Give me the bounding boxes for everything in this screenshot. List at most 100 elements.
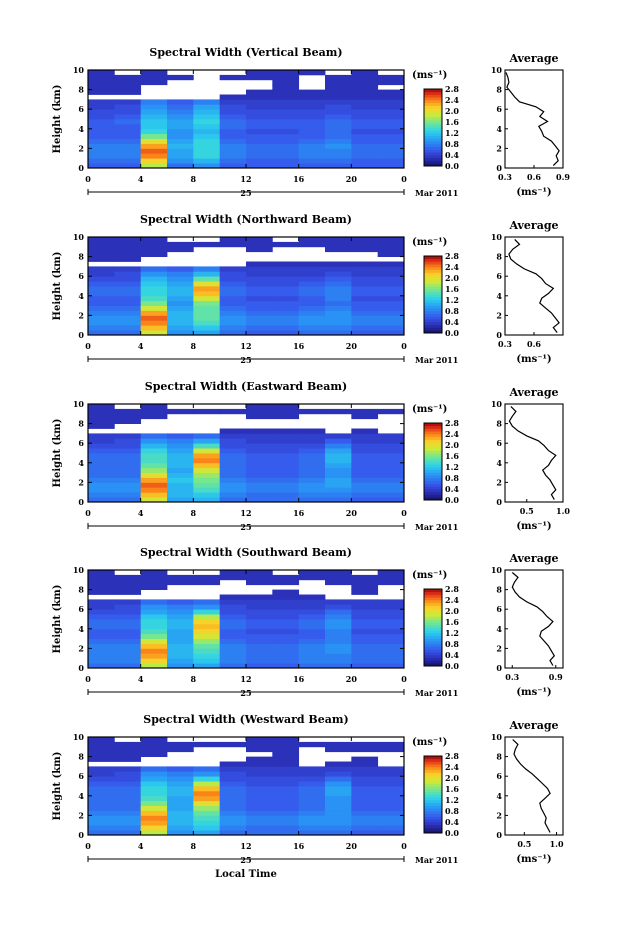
- heatmap-cell: [325, 74, 352, 81]
- heatmap-cell: [298, 741, 326, 748]
- panel-1: Spectral Width (Northward Beam) 0 2 4 6 8 10 He…: [52, 213, 564, 365]
- heatmap-cell: [351, 266, 379, 272]
- heatmap-cell: [325, 438, 352, 444]
- heatmap-cell: [167, 290, 194, 297]
- heatmap-cell: [325, 84, 352, 90]
- heatmap-cell: [167, 633, 194, 639]
- heatmap-cell: [351, 497, 379, 503]
- heatmap-cell: [272, 741, 300, 748]
- colorbar-segment: [424, 619, 442, 623]
- heatmap-cell: [351, 143, 379, 149]
- heatmap-cell: [377, 295, 405, 302]
- x-tick-label: 12: [240, 841, 251, 851]
- heatmap-cell: [272, 795, 300, 802]
- heatmap-cell: [351, 663, 379, 669]
- colorbar-tick-label: 0.8: [445, 639, 459, 649]
- heatmap-cell: [272, 290, 300, 297]
- heatmap-cell: [377, 271, 405, 277]
- heatmap-cell: [351, 614, 379, 620]
- heatmap-cell: [193, 286, 221, 292]
- heatmap-cell: [351, 271, 379, 277]
- heatmap-cell: [298, 633, 326, 639]
- heatmap-cell: [246, 623, 273, 630]
- heatmap-cell: [219, 653, 247, 659]
- heatmap-cell: [351, 119, 379, 125]
- colorbar-segment: [424, 660, 442, 664]
- average-x-tick-label: 1.0: [550, 839, 564, 849]
- colorbar-segment: [424, 89, 442, 93]
- heatmap-cell: [114, 286, 142, 292]
- heatmap-cell: [351, 413, 379, 420]
- heatmap-cell: [272, 472, 300, 478]
- heatmap-cell: [88, 790, 115, 797]
- heatmap-cell: [298, 623, 326, 630]
- average-y-tick-label: 8: [496, 85, 502, 95]
- colorbar-segment: [424, 286, 442, 290]
- heatmap-cell: [325, 246, 352, 253]
- heatmap-cell: [167, 830, 194, 836]
- heatmap-cell: [219, 477, 247, 483]
- heatmap-cell: [88, 448, 115, 454]
- heatmap-cell: [325, 805, 352, 811]
- heatmap-cell: [246, 638, 273, 644]
- heatmap-cell: [246, 246, 273, 253]
- colorbar-segment: [424, 489, 442, 493]
- heatmap-cell: [272, 487, 300, 493]
- heatmap-cell: [272, 138, 300, 144]
- heatmap-cell: [298, 163, 326, 169]
- heatmap-cell: [140, 619, 168, 625]
- colorbar-tick-label: 2.0: [445, 106, 459, 116]
- heatmap-cell: [377, 305, 405, 311]
- heatmap-cell: [88, 404, 115, 410]
- heatmap-cell: [351, 761, 379, 767]
- heatmap-cell: [88, 805, 115, 811]
- x-tick-label: 8: [191, 174, 197, 184]
- heatmap-cell: [140, 487, 168, 493]
- heatmap-cell: [246, 148, 273, 154]
- heatmap-cell: [140, 472, 168, 478]
- heatmap-cell: [377, 148, 405, 154]
- colorbar-segment: [424, 764, 442, 768]
- average-y-tick-label: 4: [496, 458, 502, 468]
- colorbar-segment: [424, 641, 442, 645]
- heatmap-cell: [246, 99, 273, 105]
- colorbar-segment: [424, 431, 442, 435]
- heatmap-cell: [219, 741, 247, 748]
- heatmap-cell: [272, 133, 300, 139]
- heatmap-cell: [140, 830, 168, 836]
- heatmap-cell: [377, 281, 405, 287]
- heatmap-cell: [377, 746, 405, 753]
- heatmap-cell: [114, 487, 142, 493]
- heatmap-cell: [219, 492, 247, 498]
- heatmap-cell: [114, 497, 142, 503]
- heatmap-cell: [377, 614, 405, 620]
- heatmap-cell: [167, 143, 194, 149]
- heatmap-cell: [88, 487, 115, 493]
- heatmap-cell: [219, 482, 247, 488]
- heatmap-cell: [351, 638, 379, 644]
- heatmap-cell: [140, 492, 168, 498]
- heatmap-cell: [351, 741, 379, 748]
- average-y-tick-label: 10: [491, 65, 503, 75]
- heatmap-cell: [377, 648, 405, 654]
- heatmap-cell: [325, 599, 352, 605]
- heatmap-cell: [219, 128, 247, 135]
- heatmap-cell: [298, 781, 326, 787]
- heatmap-cell: [246, 746, 273, 753]
- heatmap-cell: [88, 492, 115, 498]
- colorbar-segment: [424, 111, 442, 115]
- heatmap-cell: [114, 133, 142, 139]
- heatmap-cell: [351, 766, 379, 772]
- colorbar-segment: [424, 627, 442, 631]
- colorbar-unit: (ms⁻¹): [412, 70, 447, 81]
- heatmap-cell: [140, 776, 168, 782]
- heatmap-cell: [325, 766, 352, 772]
- heatmap-cell: [298, 594, 326, 600]
- heatmap-cell: [298, 330, 326, 336]
- heatmap-cell: [272, 815, 300, 821]
- heatmap-cell: [219, 609, 247, 615]
- heatmap-cell: [298, 148, 326, 154]
- heatmap-cell: [114, 467, 142, 473]
- heatmap-cell: [219, 599, 247, 605]
- heatmap-cell: [298, 462, 326, 469]
